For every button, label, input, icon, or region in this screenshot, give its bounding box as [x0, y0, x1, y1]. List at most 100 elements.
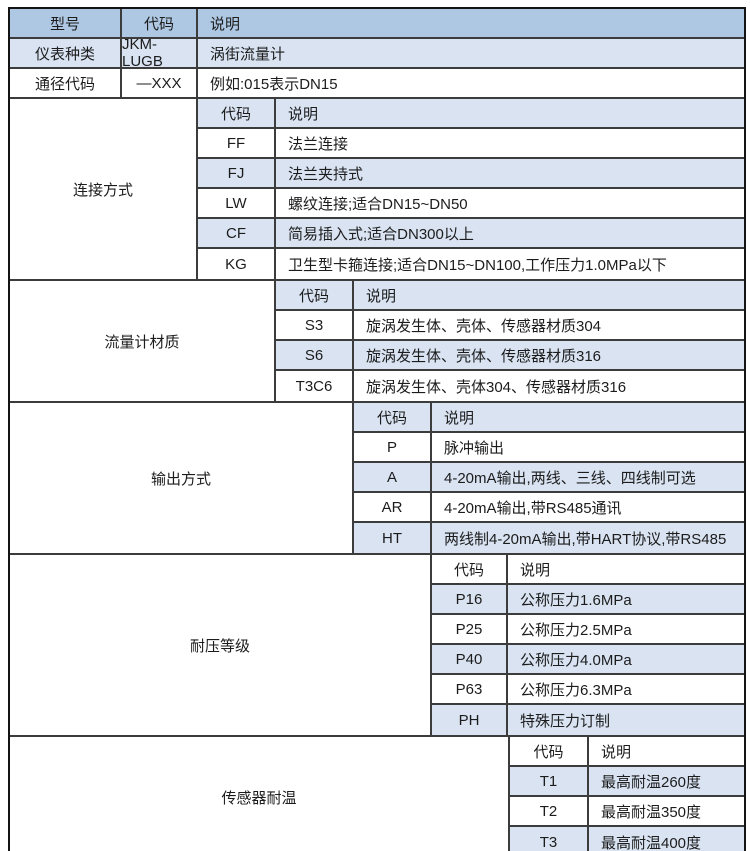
- section-label: 连接方式: [10, 99, 198, 279]
- desc-cell: 两线制4-20mA输出,带HART协议,带RS485: [444, 530, 727, 548]
- table-row: CF 简易插入式;适合DN300以上: [198, 219, 744, 249]
- sub-header-code: 代码: [432, 555, 508, 583]
- code-cell: A: [354, 463, 432, 491]
- code-cell: FF: [198, 129, 276, 157]
- table-row: PH 特殊压力订制: [432, 705, 744, 735]
- desc-cell: 卫生型卡箍连接;适合DN15~DN100,工作压力1.0MPa以下: [288, 256, 667, 274]
- desc-cell: 公称压力4.0MPa: [520, 651, 632, 669]
- sub-header-code: 代码: [354, 403, 432, 431]
- header-cell-desc: 说明: [210, 15, 241, 33]
- section-material: 流量计材质 代码 说明 S3 旋涡发生体、壳体、传感器材质304 S6 旋涡发生…: [10, 281, 744, 403]
- code-cell: P40: [432, 645, 508, 673]
- table-row: KG 卫生型卡箍连接;适合DN15~DN100,工作压力1.0MPa以下: [198, 249, 744, 279]
- code-cell: S6: [276, 341, 354, 369]
- desc-cell: 公称压力2.5MPa: [520, 621, 632, 639]
- section-pressure-rating: 耐压等级 代码 说明 P16 公称压力1.6MPa P25 公称压力2.5MPa…: [10, 555, 744, 737]
- code-cell: P63: [432, 675, 508, 703]
- desc-cell: 旋涡发生体、壳体、传感器材质316: [366, 347, 602, 365]
- desc-cell: 脉冲输出: [444, 439, 505, 457]
- sub-table: 代码 说明 FF 法兰连接 FJ 法兰夹持式 LW 螺纹连接;适合DN15~DN…: [198, 99, 744, 279]
- section-connection-type: 连接方式 代码 说明 FF 法兰连接 FJ 法兰夹持式 LW 螺纹连接;适合DN…: [10, 99, 744, 281]
- table-row-diameter-code: 通径代码 —XXX 例如:015表示DN15: [10, 69, 744, 99]
- table-row: T3C6 旋涡发生体、壳体304、传感器材质316: [276, 371, 744, 401]
- table-row: T1 最高耐温260度: [510, 767, 744, 797]
- sub-table: 代码 说明 P 脉冲输出 A 4-20mA输出,两线、三线、四线制可选 AR 4…: [354, 403, 744, 553]
- table-row: P40 公称压力4.0MPa: [432, 645, 744, 675]
- code-cell: AR: [354, 493, 432, 521]
- desc-cell: 最高耐温260度: [601, 773, 702, 791]
- table-row: FJ 法兰夹持式: [198, 159, 744, 189]
- model-selection-table: 型号 代码 说明 仪表种类 JKM-LUGB 涡街流量计 通径代码 —XXX 例…: [8, 7, 746, 851]
- section-output-mode: 输出方式 代码 说明 P 脉冲输出 A 4-20mA输出,两线、三线、四线制可选…: [10, 403, 744, 555]
- desc-cell: 最高耐温400度: [601, 834, 702, 851]
- header-cell-code: 代码: [122, 9, 198, 37]
- sub-header-row: 代码 说明: [354, 403, 744, 433]
- code-cell: PH: [432, 705, 508, 735]
- table-row: P25 公称压力2.5MPa: [432, 615, 744, 645]
- sub-header-row: 代码 说明: [432, 555, 744, 585]
- code-cell: S3: [276, 311, 354, 339]
- code-cell: KG: [198, 249, 276, 279]
- code-cell: FJ: [198, 159, 276, 187]
- sub-table: 代码 说明 P16 公称压力1.6MPa P25 公称压力2.5MPa P40 …: [432, 555, 744, 735]
- sub-header-desc: 说明: [601, 743, 632, 761]
- sub-header-desc: 说明: [520, 561, 551, 579]
- table-row: AR 4-20mA输出,带RS485通讯: [354, 493, 744, 523]
- desc-cell: 螺纹连接;适合DN15~DN50: [288, 195, 468, 213]
- desc-cell: 公称压力1.6MPa: [520, 591, 632, 609]
- sub-header-code: 代码: [198, 99, 276, 127]
- sub-table: 代码 说明 T1 最高耐温260度 T2 最高耐温350度 T3 最高耐温400…: [510, 737, 744, 851]
- table-header-row: 型号 代码 说明: [10, 9, 744, 39]
- sub-header-row: 代码 说明: [510, 737, 744, 767]
- table-row: T3 最高耐温400度: [510, 827, 744, 851]
- desc-cell: 法兰连接: [288, 135, 349, 153]
- table-row: P63 公称压力6.3MPa: [432, 675, 744, 705]
- code-cell: T3: [510, 827, 589, 851]
- table-row: P16 公称压力1.6MPa: [432, 585, 744, 615]
- sub-header-row: 代码 说明: [198, 99, 744, 129]
- code-cell: P: [354, 433, 432, 461]
- table-row: T2 最高耐温350度: [510, 797, 744, 827]
- sub-header-row: 代码 说明: [276, 281, 744, 311]
- table-row: S6 旋涡发生体、壳体、传感器材质316: [276, 341, 744, 371]
- section-label: 输出方式: [10, 403, 354, 553]
- table-row: A 4-20mA输出,两线、三线、四线制可选: [354, 463, 744, 493]
- sub-header-desc: 说明: [444, 409, 475, 427]
- sub-header-code: 代码: [276, 281, 354, 309]
- section-label: 流量计材质: [10, 281, 276, 401]
- table-row: HT 两线制4-20mA输出,带HART协议,带RS485: [354, 523, 744, 553]
- section-label: 传感器耐温: [10, 737, 510, 851]
- row-label: 通径代码: [10, 69, 122, 97]
- sub-header-desc: 说明: [366, 287, 397, 305]
- desc-cell: 最高耐温350度: [601, 803, 702, 821]
- section-sensor-temperature: 传感器耐温 代码 说明 T1 最高耐温260度 T2 最高耐温350度 T3 最…: [10, 737, 744, 851]
- table-row-instrument-type: 仪表种类 JKM-LUGB 涡街流量计: [10, 36, 744, 70]
- header-cell-model: 型号: [10, 9, 122, 37]
- table-row: FF 法兰连接: [198, 129, 744, 159]
- desc-cell: 特殊压力订制: [520, 712, 611, 730]
- desc-cell: 4-20mA输出,带RS485通讯: [444, 499, 622, 517]
- code-cell: T3C6: [276, 371, 354, 401]
- desc-cell: 例如:015表示DN15: [210, 75, 338, 93]
- sub-header-code: 代码: [510, 737, 589, 765]
- sub-header-desc: 说明: [288, 105, 319, 123]
- sub-table: 代码 说明 S3 旋涡发生体、壳体、传感器材质304 S6 旋涡发生体、壳体、传…: [276, 281, 744, 401]
- code-cell: —XXX: [122, 69, 198, 97]
- desc-cell: 旋涡发生体、壳体304、传感器材质316: [366, 378, 627, 396]
- table-row: LW 螺纹连接;适合DN15~DN50: [198, 189, 744, 219]
- desc-cell: 4-20mA输出,两线、三线、四线制可选: [444, 469, 696, 487]
- code-cell: P16: [432, 585, 508, 613]
- code-cell: LW: [198, 189, 276, 217]
- code-cell: T1: [510, 767, 589, 795]
- desc-cell: 旋涡发生体、壳体、传感器材质304: [366, 317, 602, 335]
- desc-cell: 涡街流量计: [210, 45, 286, 63]
- row-label: 仪表种类: [10, 39, 122, 67]
- code-cell: JKM-LUGB: [122, 36, 198, 70]
- section-label: 耐压等级: [10, 555, 432, 735]
- table-row: S3 旋涡发生体、壳体、传感器材质304: [276, 311, 744, 341]
- code-cell: T2: [510, 797, 589, 825]
- desc-cell: 简易插入式;适合DN300以上: [288, 225, 474, 243]
- code-cell: HT: [354, 523, 432, 553]
- desc-cell: 公称压力6.3MPa: [520, 681, 632, 699]
